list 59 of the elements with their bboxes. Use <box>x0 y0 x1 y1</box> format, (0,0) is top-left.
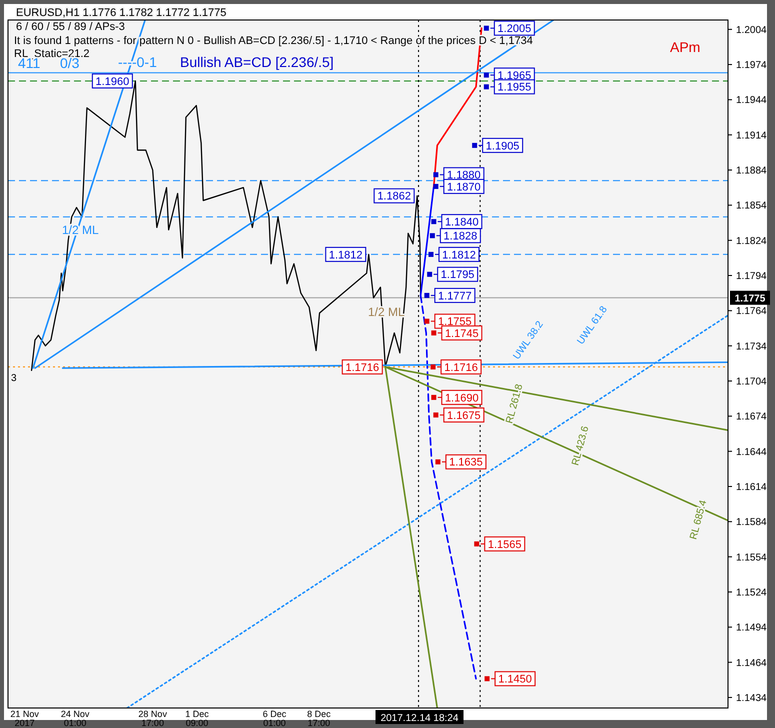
x-tick-label: 1 Dec 09:00 <box>185 709 210 728</box>
y-tick-label: 1.1584 <box>736 517 768 528</box>
x-tick-label: 8 Dec 17:00 <box>307 709 332 728</box>
annotation: Bullish AB=CD [2.236/.5] <box>180 54 334 70</box>
annotation: 1.2005 <box>498 23 532 36</box>
annotation: 1.1828 <box>444 230 478 243</box>
y-tick-label: 1.1614 <box>736 482 768 493</box>
y-tick-label: 1.1644 <box>736 446 768 458</box>
annotation: 1.1960 <box>96 76 130 88</box>
annotation: 1.1755 <box>438 316 472 328</box>
x-tick-label: 2017.12.14 18:24 <box>380 713 459 724</box>
annotation: 6 / 60 / 55 / 89 / APs-3 <box>16 21 125 33</box>
annotation: 1.1812 <box>328 249 363 262</box>
y-tick-label: 1.1704 <box>736 376 768 388</box>
y-tick-label: 1.1914 <box>736 130 768 142</box>
text: EURUSD,H1 1.1776 1.1782 1.1772 1.1775 <box>16 7 226 19</box>
annotation: APm <box>670 39 700 55</box>
y-tick-label: 1.1974 <box>736 60 768 72</box>
annotation: 1.1862 <box>377 190 411 203</box>
y-tick-label: 1.1944 <box>736 95 768 106</box>
x-tick-label: 21 Nov 2017 <box>10 709 40 728</box>
annotation: 1.1905 <box>486 140 520 152</box>
annotation: RL_Static=21.2 <box>14 48 90 60</box>
annotation: 1.1870 <box>447 181 481 194</box>
y-tick-label: 1.1554 <box>736 552 768 564</box>
annotation: 1.1812 <box>442 249 476 262</box>
annotation: 1.1675 <box>447 410 481 422</box>
annotation: 1.1955 <box>498 82 532 94</box>
annotation: 3 <box>11 373 17 384</box>
x-tick-label: 6 Dec 01:00 <box>262 709 287 728</box>
y-tick-label: 1.1494 <box>736 622 768 634</box>
annotation: 1.1745 <box>444 328 479 340</box>
y-tick-label: 1.1884 <box>736 166 768 177</box>
y-tick-label: 1.1464 <box>736 658 768 669</box>
y-tick-label: 1.1434 <box>736 692 768 704</box>
y-tick-label: 1.1674 <box>736 412 768 423</box>
annotation: 1.1880 <box>447 170 481 182</box>
y-tick-label: 1.1824 <box>736 236 768 247</box>
annotation: 1.1795 <box>440 269 474 282</box>
annotation: 1.1565 <box>488 538 522 551</box>
y-tick-label: 1.2004 <box>736 24 768 36</box>
y-tick-label: 1.1794 <box>736 271 768 282</box>
annotation: 1.1777 <box>438 290 472 302</box>
annotation: 1.1965 <box>498 70 532 82</box>
y-tick-label: 1.1734 <box>736 341 768 352</box>
annotation: 1.1716 <box>345 362 380 374</box>
annotation: 1.1635 <box>449 456 483 469</box>
y-tick-label: 1.1854 <box>736 200 768 212</box>
ref-line-label: 1.1775 <box>734 293 766 304</box>
y-tick-label: 1.1764 <box>736 306 768 318</box>
annotation: 1.1450 <box>498 674 532 686</box>
annotation: 1.1840 <box>444 216 479 228</box>
annotation: 1.1716 <box>444 362 478 374</box>
annotation: 1.1690 <box>444 392 479 404</box>
annotation: RL 423.6 <box>570 424 592 467</box>
x-tick-label: 28 Nov 17:00 <box>138 709 168 728</box>
x-tick-label: 24 Nov 01:00 <box>60 709 90 728</box>
y-tick-label: 1.1524 <box>736 587 768 598</box>
annotation: RL 685.4 <box>688 498 710 541</box>
